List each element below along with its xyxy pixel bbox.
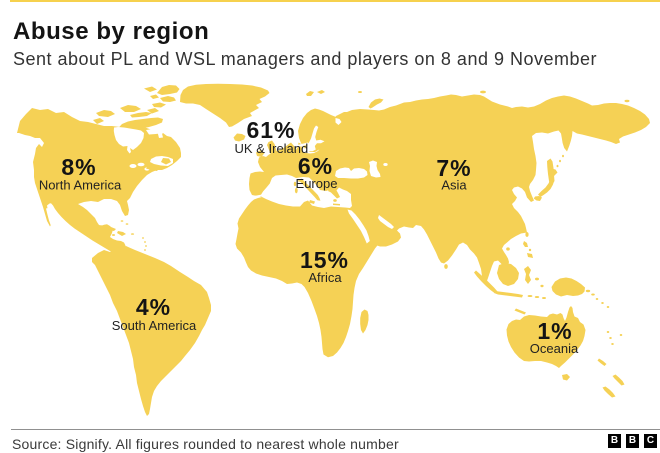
svg-text:61%: 61% bbox=[246, 117, 295, 143]
svg-text:1%: 1% bbox=[537, 318, 572, 344]
svg-text:7%: 7% bbox=[436, 155, 471, 181]
svg-text:6%: 6% bbox=[298, 153, 333, 179]
svg-text:North America: North America bbox=[39, 177, 122, 192]
svg-text:Africa: Africa bbox=[308, 270, 342, 285]
svg-text:Asia: Asia bbox=[441, 178, 467, 193]
svg-text:South America: South America bbox=[112, 318, 197, 333]
svg-text:UK & Ireland: UK & Ireland bbox=[235, 141, 309, 156]
svg-text:15%: 15% bbox=[300, 247, 349, 273]
svg-text:Oceania: Oceania bbox=[530, 341, 579, 356]
svg-text:8%: 8% bbox=[61, 154, 96, 180]
svg-text:Europe: Europe bbox=[296, 176, 338, 191]
svg-text:4%: 4% bbox=[136, 294, 171, 320]
